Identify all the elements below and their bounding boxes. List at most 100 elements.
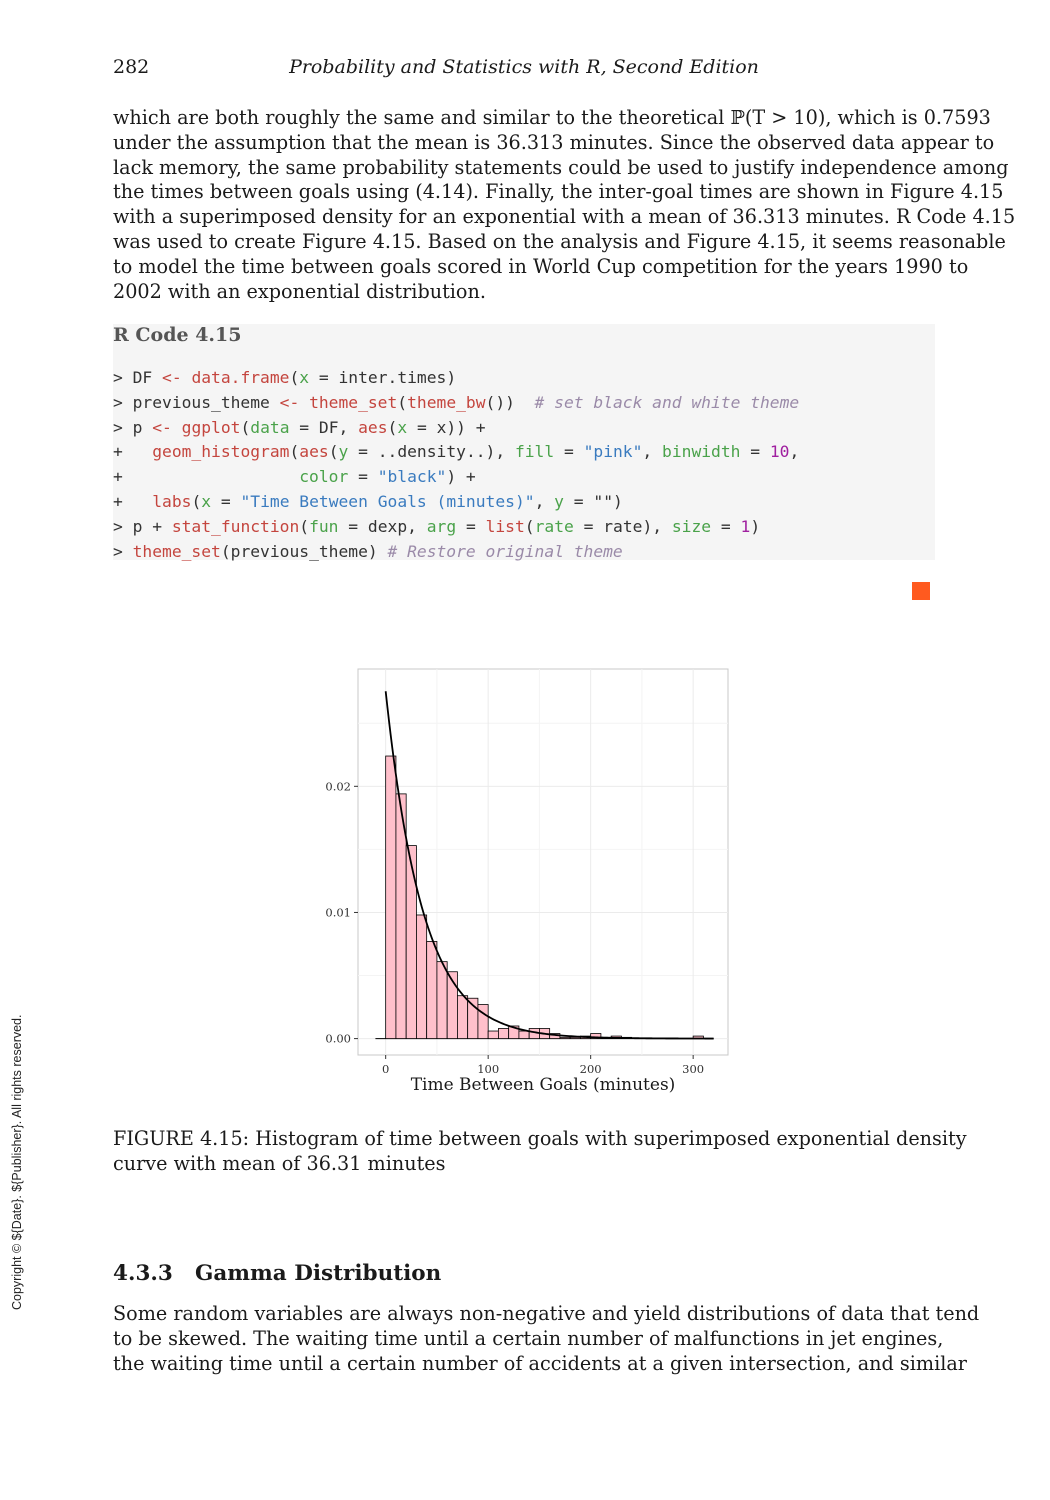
code-token bbox=[299, 393, 309, 412]
code-token: "black" bbox=[377, 467, 447, 487]
paragraph-gamma-intro: Some random variables are always non-neg… bbox=[113, 1302, 980, 1376]
histogram-bars bbox=[375, 755, 714, 1040]
histogram-chart: 0.00 0.01 0.02 0 100 200 300 Time Between Goa… bbox=[325, 668, 729, 1095]
code-token: ( bbox=[299, 516, 310, 536]
histogram-bar bbox=[426, 941, 438, 1040]
y-tick-label: 0.02 bbox=[325, 779, 351, 793]
code-token: , bbox=[534, 491, 555, 511]
text-line: Some random variables are always non-neg… bbox=[113, 1302, 980, 1325]
y-axis: 0.00 0.01 0.02 bbox=[325, 779, 358, 1046]
running-title: Probability and Statistics with R, Secon… bbox=[289, 56, 759, 78]
minor-gridlines bbox=[358, 669, 728, 1055]
code-token: = ..density..), bbox=[348, 442, 515, 462]
histogram-bar bbox=[559, 1036, 571, 1040]
code-token: ( bbox=[191, 491, 202, 511]
y-tick-label: 0.01 bbox=[325, 905, 351, 919]
code-token: labs bbox=[152, 491, 192, 511]
code-token: theme_set bbox=[309, 392, 398, 412]
section-title: Gamma Distribution bbox=[195, 1261, 442, 1286]
r-code-block: R Code 4.15 > DF <- data.frame(x = inter… bbox=[113, 324, 935, 561]
code-token: > p + bbox=[113, 516, 172, 536]
code-listing: > DF <- data.frame(x = inter.times) > pre… bbox=[113, 366, 799, 564]
code-token: = rate), bbox=[573, 516, 672, 536]
code-token: , bbox=[789, 442, 800, 462]
caption-line: curve with mean of 36.31 minutes bbox=[113, 1151, 446, 1175]
code-line: + labs(x = "Time Between Goals (minutes)… bbox=[113, 490, 799, 515]
code-token: + bbox=[113, 491, 153, 511]
code-token: aes bbox=[299, 442, 329, 462]
code-token: (previous_theme) bbox=[220, 541, 388, 561]
code-token: size bbox=[671, 516, 712, 536]
code-token: fill bbox=[514, 442, 555, 462]
histogram-bar bbox=[477, 1004, 489, 1040]
code-line: > theme_set(previous_theme) # Restore or… bbox=[113, 540, 799, 565]
code-comment: # Restore original theme bbox=[387, 541, 623, 561]
code-token: = bbox=[554, 442, 584, 462]
code-token: "Time Between Goals (minutes)" bbox=[240, 491, 535, 511]
text-line: 2002 with an exponential distribution. bbox=[113, 279, 486, 303]
code-token: = inter.times) bbox=[309, 368, 457, 387]
text-line: lack memory, the same probability statem… bbox=[113, 155, 1009, 179]
code-token: ) + bbox=[446, 467, 476, 487]
code-token: ( bbox=[289, 442, 300, 462]
code-token: arg bbox=[426, 516, 457, 536]
exponential-density-curve bbox=[384, 691, 714, 1040]
histogram-bar bbox=[518, 1030, 530, 1040]
page-number: 282 bbox=[113, 56, 150, 78]
x-tick-label: 0 bbox=[382, 1062, 389, 1076]
code-token bbox=[182, 368, 192, 387]
code-token: ( bbox=[524, 516, 535, 536]
text-line: which are both roughly the same and simi… bbox=[113, 106, 991, 129]
code-token: ()) bbox=[485, 392, 535, 412]
code-token: x bbox=[299, 368, 310, 387]
histogram-bar bbox=[457, 995, 469, 1040]
code-line: > p + stat_function(fun = dexp, arg = li… bbox=[113, 515, 799, 540]
text-line: under the assumption that the mean is 36… bbox=[113, 130, 995, 154]
code-token: y bbox=[554, 491, 564, 511]
code-token: rate bbox=[534, 516, 574, 536]
code-token: + bbox=[113, 442, 153, 462]
code-token: = dexp, bbox=[338, 516, 427, 536]
x-axis-label: Time Between Goals (minutes) bbox=[411, 1075, 676, 1095]
histogram-bar bbox=[405, 845, 417, 1040]
code-token: = bbox=[348, 467, 378, 487]
code-line: > DF <- data.frame(x = inter.times) bbox=[113, 366, 799, 391]
section-number: 4.3.3 bbox=[113, 1261, 173, 1286]
code-token: y bbox=[338, 442, 349, 462]
code-line: + geom_histogram(aes(y = ..density..), f… bbox=[113, 440, 799, 465]
code-token: = x)) + bbox=[407, 417, 486, 437]
histogram-bar bbox=[385, 755, 397, 1040]
code-token: ( bbox=[397, 392, 408, 412]
code-token: 1 bbox=[740, 516, 751, 536]
code-token: fun bbox=[309, 516, 339, 536]
histogram-bar bbox=[498, 1028, 510, 1040]
y-tick-label: 0.00 bbox=[325, 1032, 351, 1046]
code-token: 10 bbox=[769, 442, 790, 462]
code-token: = bbox=[740, 442, 770, 462]
code-token: ( bbox=[240, 417, 251, 437]
code-token: = bbox=[456, 516, 486, 536]
text-line: with a superimposed density for an expon… bbox=[113, 205, 1016, 229]
density-curve-group bbox=[384, 691, 714, 1040]
code-token: data.frame bbox=[191, 368, 290, 387]
code-token: "pink" bbox=[583, 442, 643, 462]
code-comment: # set black and white theme bbox=[534, 392, 800, 412]
caption-line: FIGURE 4.15: Histogram of time between g… bbox=[113, 1127, 967, 1150]
code-token: x bbox=[201, 491, 212, 511]
code-token: > bbox=[113, 541, 133, 561]
code-token: x bbox=[397, 417, 408, 437]
code-token: ggplot bbox=[181, 417, 241, 437]
copyright-notice: Copyright © ${Date}. ${Publisher}. All r… bbox=[10, 1014, 24, 1310]
code-token: = bbox=[211, 491, 241, 511]
code-line: > previous_theme <- theme_set(theme_bw()… bbox=[113, 391, 799, 416]
x-tick-label: 200 bbox=[580, 1062, 602, 1076]
code-token: = DF, bbox=[289, 417, 359, 437]
code-token: > DF bbox=[113, 368, 163, 387]
x-axis: 0 100 200 300 bbox=[382, 1055, 704, 1076]
code-token: = bbox=[711, 516, 741, 536]
code-token: <- bbox=[279, 392, 300, 412]
paragraph-exponential-discussion: which are both roughly the same and simi… bbox=[113, 106, 1016, 304]
text-line: to be skewed. The waiting time until a c… bbox=[113, 1326, 944, 1350]
code-block-title: R Code 4.15 bbox=[113, 324, 242, 346]
histogram-bar bbox=[416, 914, 428, 1040]
